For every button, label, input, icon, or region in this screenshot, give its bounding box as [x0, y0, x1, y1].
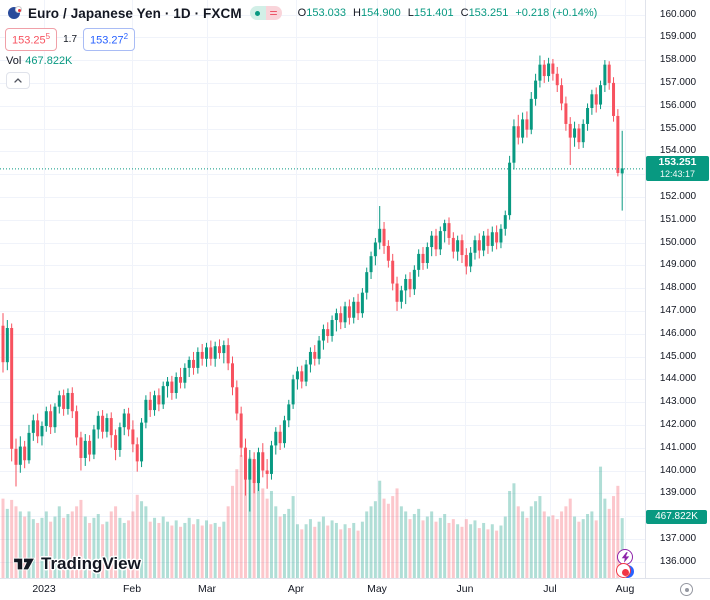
collapse-legend-button[interactable]	[6, 71, 30, 89]
time-axis[interactable]: 2023 Feb Mar Apr May Jun Jul Aug	[0, 578, 710, 600]
price-tick-label: 151.000	[659, 213, 697, 225]
high-value: 154.900	[360, 7, 401, 19]
volume-value: 467.822K	[25, 54, 73, 67]
tradingview-logo-text: TradingView	[41, 554, 141, 573]
price-tick-label: 144.000	[659, 373, 697, 385]
low-label: L	[407, 7, 414, 19]
price-tick-label: 157.000	[659, 76, 697, 88]
price-tick-label: 137.000	[659, 532, 697, 544]
market-status-pill[interactable]	[249, 6, 282, 20]
price-tick-label: 146.000	[659, 327, 697, 339]
price-tick-label: 155.000	[659, 122, 697, 134]
scales-settings-icon[interactable]	[680, 583, 693, 596]
time-tick-label: Jun	[456, 583, 474, 595]
tradingview-glyph-icon	[13, 557, 35, 571]
price-tick-label: 148.000	[659, 282, 697, 294]
time-tick-label: Aug	[615, 583, 635, 595]
close-label: C	[460, 7, 469, 19]
record-target-button[interactable]	[616, 563, 634, 580]
price-tick-label: 143.000	[659, 396, 697, 408]
time-tick-label: Jul	[543, 583, 557, 595]
price-tick-label: 156.000	[659, 99, 697, 111]
price-tick-label: 159.000	[659, 31, 697, 43]
price-tick-label: 139.000	[659, 487, 697, 499]
last-price-value: 153.251	[658, 156, 697, 168]
price-tick-label: 142.000	[659, 418, 697, 430]
time-tick-label: Apr	[287, 583, 305, 595]
price-axis[interactable]: 160.000 159.000 158.000 157.000 156.000 155.0…	[645, 0, 710, 578]
sell-bid-button[interactable]: 153.255	[5, 28, 58, 51]
price-tick-label: 154.000	[659, 145, 697, 157]
time-tick-label: May	[367, 583, 387, 595]
bar-countdown: 12:43:17	[659, 169, 696, 179]
low-value: 151.401	[413, 7, 454, 19]
price-tick-label: 140.000	[659, 464, 697, 476]
close-value: 153.251	[468, 7, 509, 19]
volume-label: Vol	[6, 54, 22, 67]
high-label: H	[353, 7, 361, 19]
price-tick-label: 152.000	[659, 190, 697, 202]
price-tick-label: 158.000	[659, 54, 697, 66]
candlestick-chart-canvas[interactable]	[0, 0, 645, 578]
last-price-label: 153.251 12:43:17	[646, 156, 709, 181]
price-tick-label: 149.000	[659, 259, 697, 271]
time-tick-label: Feb	[122, 583, 142, 595]
chart-legend: Euro / Japanese Yen · 1D · FXCM O153.033…	[5, 4, 598, 89]
price-tick-label: 141.000	[659, 441, 697, 453]
time-tick-label: Mar	[197, 583, 217, 595]
chevron-up-icon	[14, 77, 22, 83]
open-value: 153.033	[306, 7, 346, 19]
price-tick-label: 147.000	[659, 304, 697, 316]
tradingview-logo[interactable]: TradingView	[13, 554, 141, 574]
symbol-title[interactable]: Euro / Japanese Yen · 1D · FXCM	[28, 5, 242, 21]
open-label: O	[297, 7, 307, 19]
volume-axis-label: 467.822K	[646, 510, 707, 524]
news-lines-icon	[265, 6, 282, 20]
change-value: +0.218 (+0.14%)	[515, 7, 598, 19]
price-tick-label: 145.000	[659, 350, 697, 362]
market-open-dot-icon	[249, 6, 266, 20]
price-tick-label: 160.000	[659, 8, 697, 20]
spread-value: 1.7	[63, 33, 78, 45]
lightning-bolt-icon	[621, 551, 629, 563]
volume-legend: Vol 467.822K	[6, 55, 597, 67]
time-tick-label: 2023	[32, 583, 56, 595]
price-tick-label: 150.000	[659, 236, 697, 248]
price-tick-label: 136.000	[659, 555, 697, 567]
ohlc-values: O153.033 H154.900 L151.401 C153.251 +0.2…	[298, 7, 598, 19]
buy-ask-button[interactable]: 153.272	[83, 28, 136, 51]
record-dot-icon	[621, 568, 629, 576]
symbol-pair-logo-icon	[8, 6, 22, 20]
